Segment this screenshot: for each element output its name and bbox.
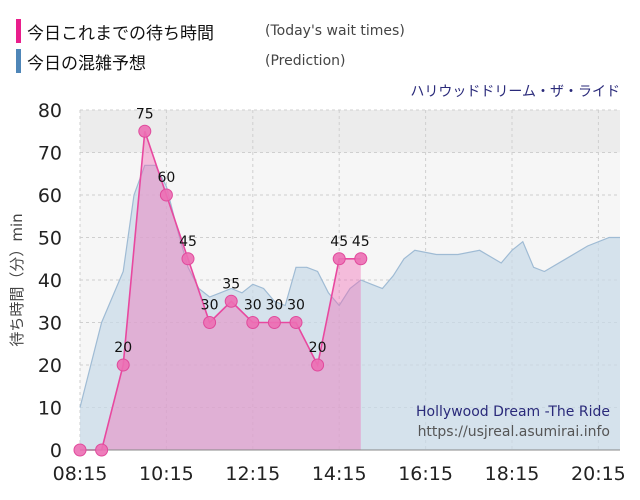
today-area: [80, 131, 361, 451]
y-tick-label: 30: [38, 313, 62, 335]
legend-swatch-prediction: [16, 49, 21, 73]
legend: 今日これまでの待ち時間 (Today's wait times) 今日の混雑予想…: [0, 0, 640, 80]
today-point-label: 60: [157, 170, 175, 186]
today-line: [80, 131, 361, 451]
today-point[interactable]: [311, 358, 325, 372]
y-tick-label: 70: [38, 143, 62, 165]
y-tick-label: 60: [38, 185, 62, 207]
prediction-area: [80, 165, 620, 451]
today-point-label: 20: [114, 340, 132, 356]
legend-label-prediction: 今日の混雑予想: [27, 53, 146, 74]
today-point-label: 30: [265, 298, 283, 314]
today-point-label: 30: [201, 298, 219, 314]
y-tick-label: 0: [50, 440, 62, 462]
x-tick-label: 18:15: [485, 463, 540, 485]
y-tick-label: 80: [38, 100, 62, 122]
legend-item-prediction[interactable]: 今日の混雑予想 (Prediction): [16, 48, 345, 74]
attribution-url[interactable]: https://usjreal.asumirai.info: [418, 424, 610, 440]
x-tick-label: 14:15: [312, 463, 367, 485]
today-point[interactable]: [246, 316, 260, 329]
legend-swatch-today: [16, 19, 21, 43]
x-tick-label: 12:15: [225, 463, 280, 485]
y-axis-label: 待ち時間（分）min: [8, 213, 26, 346]
x-tick-label: 16:15: [398, 463, 453, 485]
legend-sub-prediction: (Prediction): [265, 53, 346, 69]
today-point[interactable]: [203, 316, 217, 329]
y-tick-label: 40: [38, 270, 62, 292]
today-point[interactable]: [332, 252, 346, 266]
today-point[interactable]: [159, 188, 173, 202]
x-tick-label: 20:15: [571, 463, 626, 485]
today-point[interactable]: [224, 294, 238, 308]
today-point[interactable]: [354, 252, 368, 266]
today-point[interactable]: [138, 124, 152, 138]
today-point[interactable]: [181, 252, 195, 266]
today-point-label: 35: [222, 276, 240, 292]
today-point-label: 45: [179, 234, 197, 250]
today-point[interactable]: [95, 443, 109, 457]
legend-label-today: 今日これまでの待ち時間: [27, 23, 214, 44]
plot-top-band: [80, 110, 620, 153]
ride-name: ハリウッドドリーム・ザ・ライド: [410, 84, 620, 100]
today-point-label: 30: [244, 298, 262, 314]
today-point-label: 30: [287, 298, 305, 314]
today-point-label: 45: [352, 234, 370, 250]
y-tick-label: 50: [38, 228, 62, 250]
today-point[interactable]: [116, 358, 130, 372]
today-point-label: 75: [136, 106, 154, 122]
x-tick-label: 08:15: [53, 463, 108, 485]
today-point[interactable]: [73, 443, 87, 457]
y-tick-label: 10: [38, 398, 62, 420]
legend-sub-today: (Today's wait times): [265, 23, 405, 39]
legend-item-today[interactable]: 今日これまでの待ち時間 (Today's wait times): [16, 18, 405, 44]
today-point-label: 20: [309, 340, 327, 356]
y-tick-label: 20: [38, 355, 62, 377]
x-tick-label: 10:15: [139, 463, 194, 485]
today-point-label: 45: [330, 234, 348, 250]
today-point[interactable]: [267, 316, 281, 329]
today-point[interactable]: [289, 316, 303, 329]
attribution-title: Hollywood Dream -The Ride: [416, 404, 610, 420]
